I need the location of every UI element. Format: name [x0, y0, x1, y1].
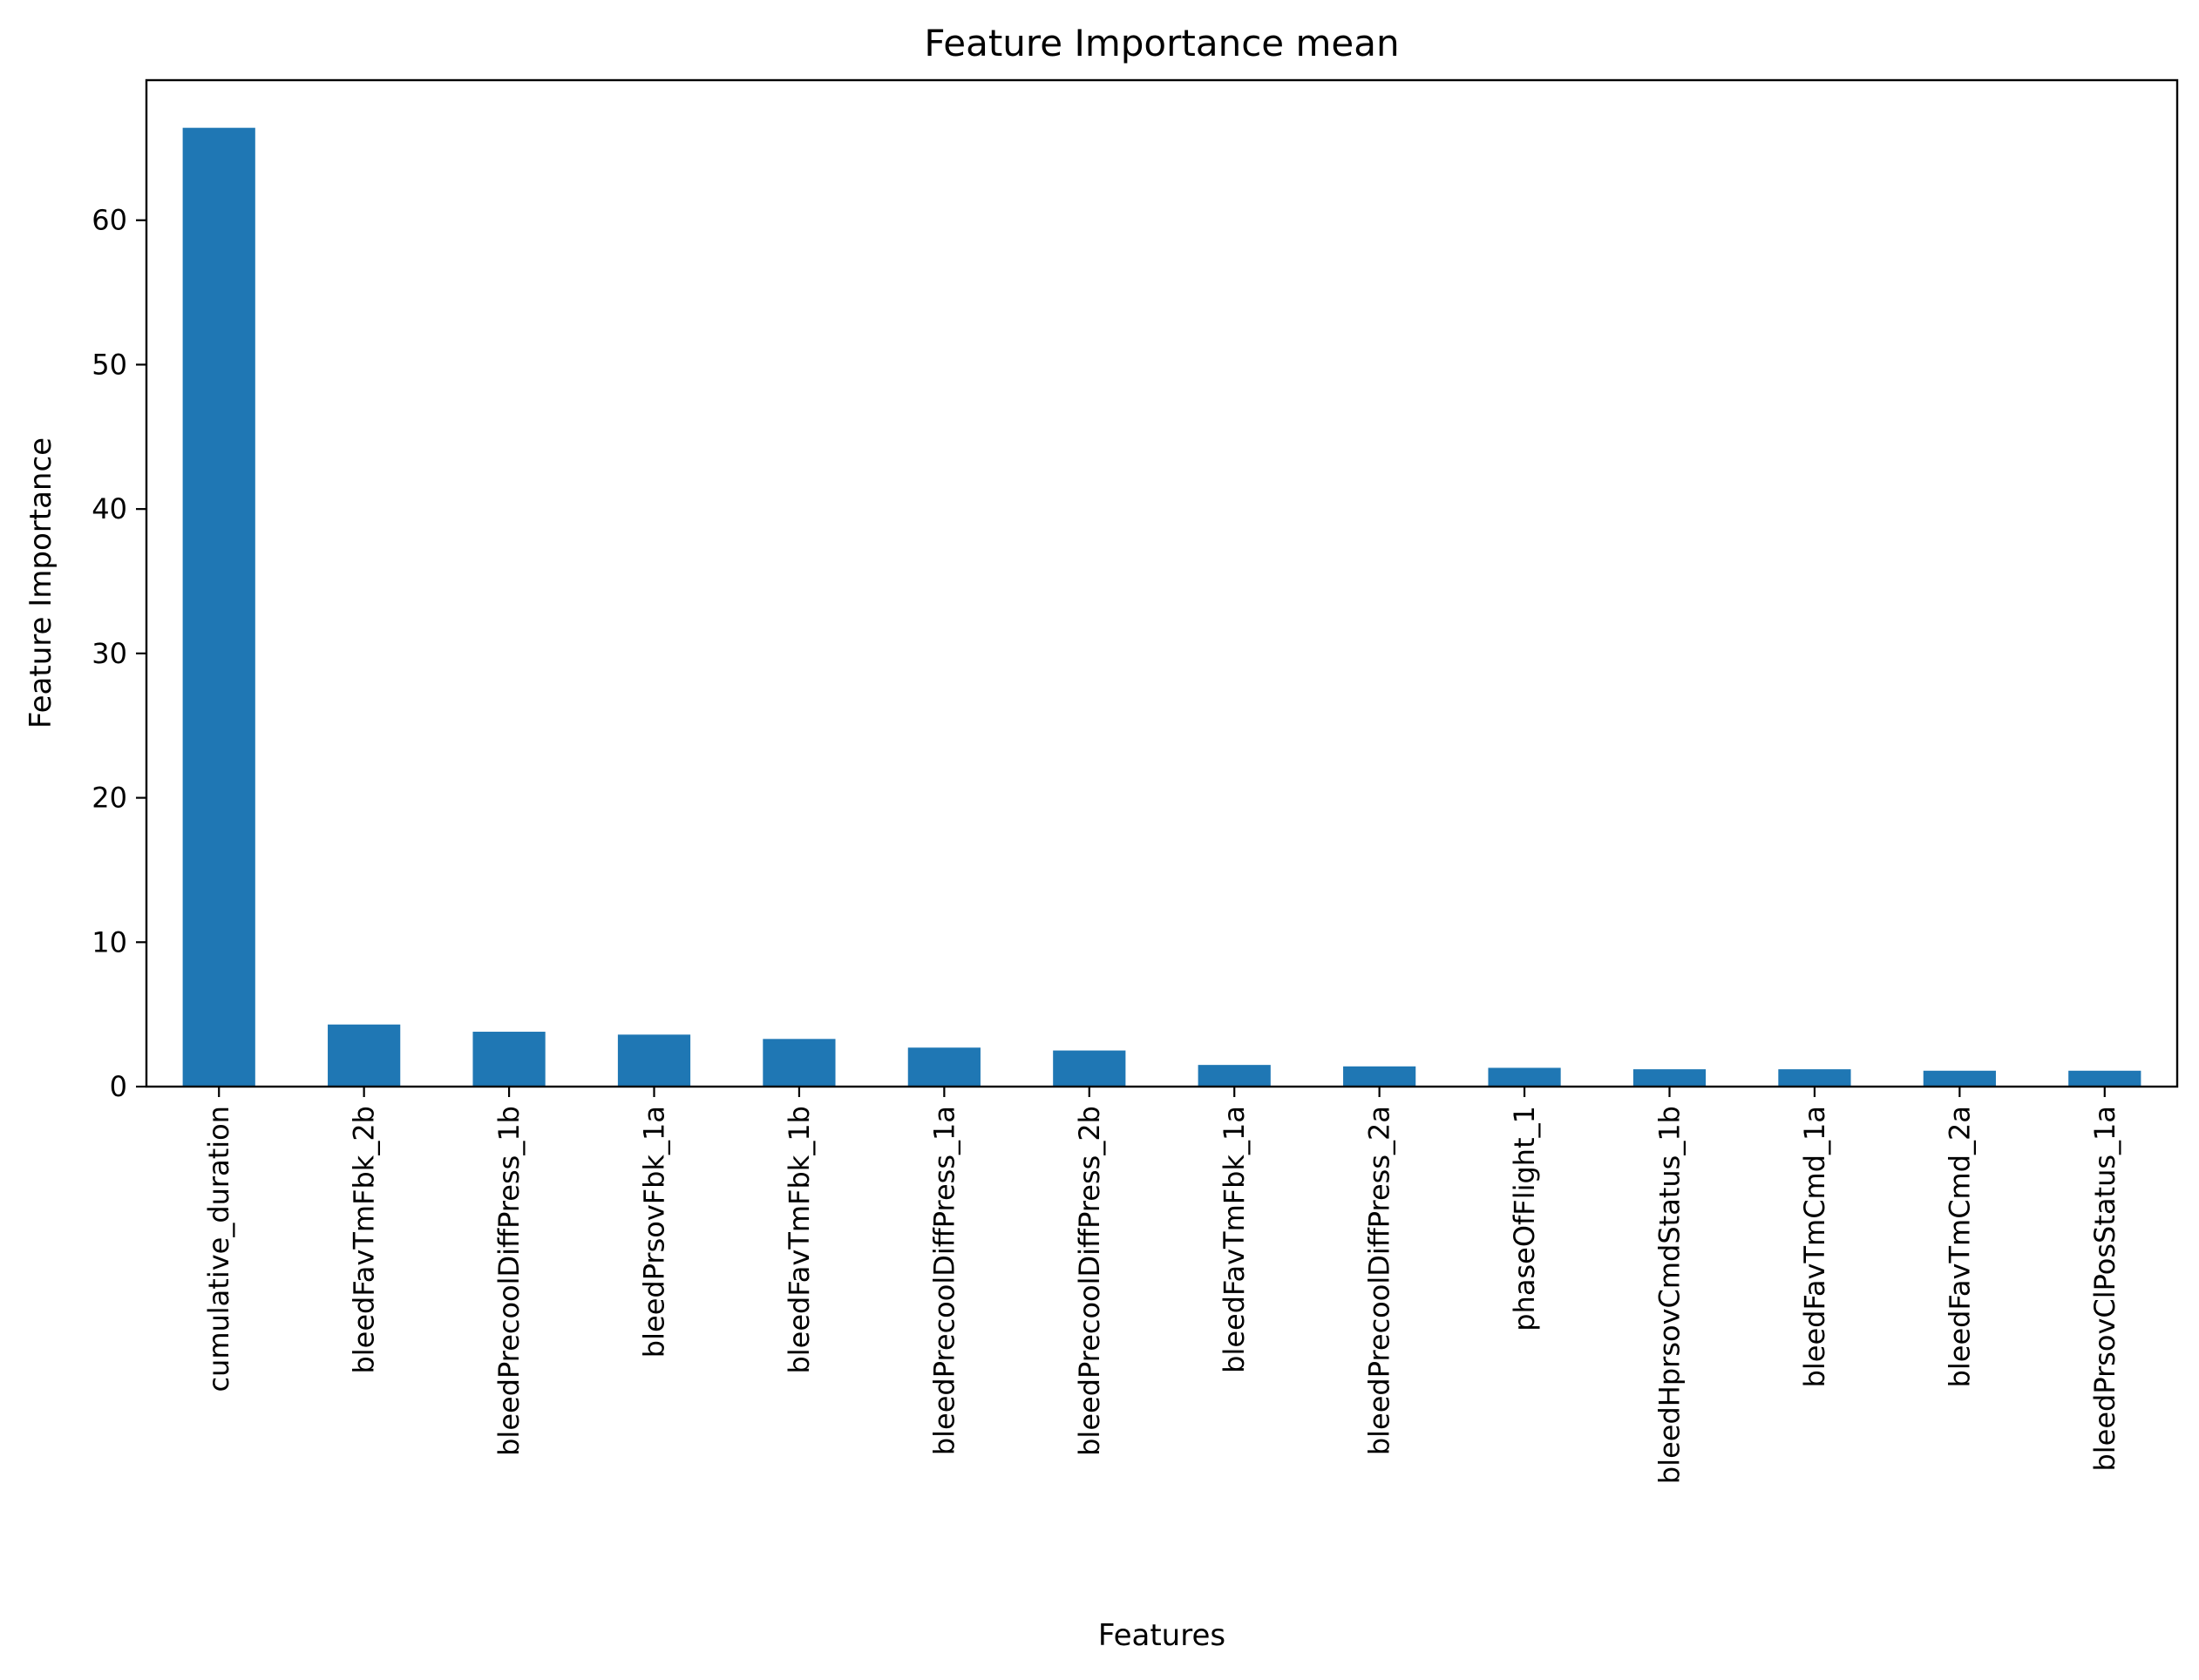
x-tick-label: bleedPrecoolDiffPress_2b	[1073, 1106, 1106, 1456]
x-axis-ticks: cumulative_duration bleedFavTmFbk_2b bleed…	[202, 1087, 2121, 1484]
x-tick-label: bleedFavTmCmd_2a	[1943, 1106, 1976, 1387]
x-tick-label: bleedPrsovClPosStatus_1a	[2088, 1106, 2121, 1472]
x-tick-label: cumulative_duration	[202, 1106, 235, 1392]
bar-bleedFavTmFbk_2b	[328, 1024, 401, 1087]
y-tick-label: 10	[92, 925, 127, 959]
y-tick-label: 50	[92, 348, 127, 381]
y-tick-label: 20	[92, 782, 127, 815]
bar-bleedPrecoolDiffPress_2a	[1343, 1066, 1416, 1087]
x-tick-label: bleedFavTmFbk_2b	[348, 1106, 381, 1374]
bar-bleedPrsovClPosStatus_1a	[2068, 1070, 2141, 1087]
x-tick-label: phaseOfFlight_1	[1508, 1106, 1541, 1331]
x-tick-label: bleedFavTmCmd_1a	[1798, 1106, 1831, 1387]
bar-bleedFavTmFbk_1b	[763, 1039, 836, 1087]
plot-frame	[145, 78, 2179, 1088]
bar-cumulative_duration	[182, 127, 255, 1087]
bars-group	[182, 127, 2141, 1087]
bar-bleedHprsovCmdStatus_1b	[1632, 1069, 1707, 1087]
chart-title: Feature Importance mean	[924, 22, 1399, 64]
bar-bleedPrecoolDiffPress_1a	[907, 1047, 981, 1087]
y-axis-ticks: 0 10 20 30 40 50 60	[92, 204, 146, 1103]
bar-bleedFavTmCmd_1a	[1778, 1069, 1851, 1087]
x-tick-label: bleedHprsovCmdStatus_1b	[1653, 1106, 1687, 1484]
bar-bleedPrecoolDiffPress_1b	[472, 1032, 546, 1087]
bar-bleedPrecoolDiffPress_2b	[1053, 1050, 1126, 1087]
x-tick-label: bleedPrecoolDiffPress_1b	[492, 1106, 526, 1456]
x-axis-label: Features	[1098, 1618, 1225, 1653]
y-tick-label: 30	[92, 637, 127, 670]
y-tick-label: 60	[92, 204, 127, 237]
bar-bleedFavTmCmd_2a	[1923, 1070, 1996, 1087]
bar-bleedFavTmFbk_1a	[1198, 1065, 1271, 1087]
x-tick-label: bleedPrecoolDiffPress_1a	[927, 1106, 960, 1455]
y-tick-label: 0	[110, 1070, 127, 1103]
x-tick-label: bleedPrecoolDiffPress_2a	[1363, 1106, 1396, 1455]
x-tick-label: bleedPrsovFbk_1a	[638, 1106, 671, 1358]
bar-phaseOfFlight_1	[1488, 1067, 1561, 1087]
y-axis-label: Feature Importance	[24, 437, 58, 728]
bar-bleedPrsovFbk_1a	[617, 1034, 691, 1087]
x-tick-label: bleedFavTmFbk_1a	[1218, 1106, 1251, 1373]
x-tick-label: bleedFavTmFbk_1b	[783, 1106, 816, 1374]
y-tick-label: 40	[92, 492, 127, 525]
